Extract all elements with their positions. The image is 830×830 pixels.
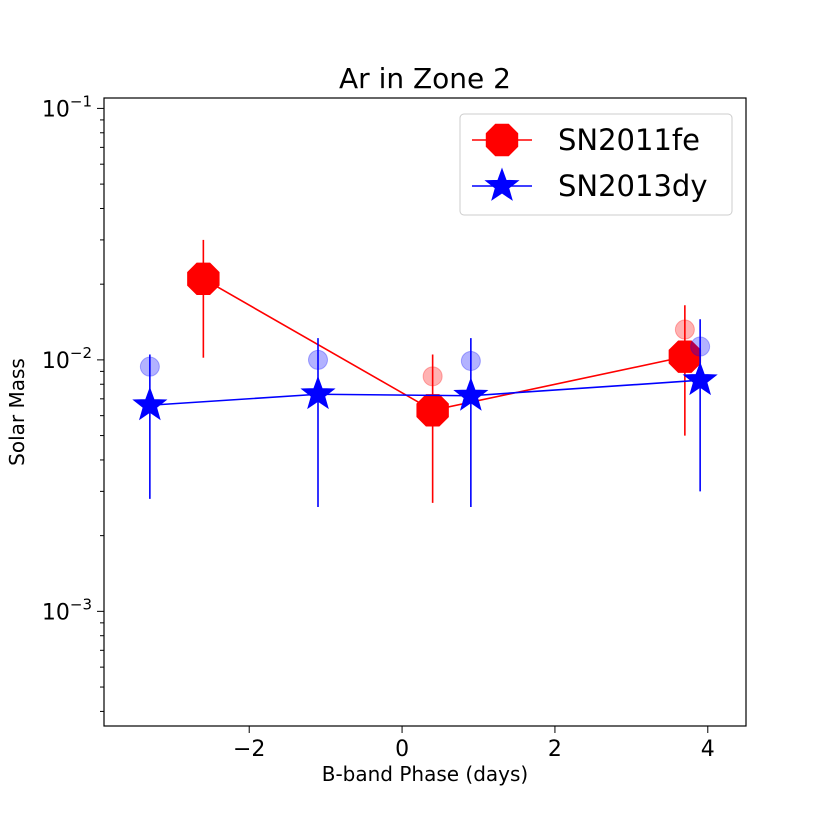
legend-item-sn2013dy: SN2013dy xyxy=(472,167,707,203)
series-sn2011fe xyxy=(187,239,702,503)
y-axis-ticks: 10−1 10−2 10−3 xyxy=(42,92,104,712)
data-point xyxy=(300,375,336,410)
data-point xyxy=(187,262,220,296)
y-tick-label: 10−3 xyxy=(42,595,92,625)
legend: SN2011fe SN2013dy xyxy=(459,113,733,216)
legend-label: SN2013dy xyxy=(558,169,707,203)
data-point xyxy=(416,394,449,427)
x-tick-label: 4 xyxy=(701,737,715,762)
x-axis-ticks: −2 0 2 4 xyxy=(233,726,715,762)
x-tick-label: 2 xyxy=(548,737,562,762)
plot-area xyxy=(132,239,718,507)
data-point xyxy=(682,361,718,396)
legend-item-sn2011fe: SN2011fe xyxy=(472,123,700,157)
legend-marker xyxy=(484,167,520,201)
legend-label: SN2011fe xyxy=(558,123,700,157)
data-point xyxy=(132,386,168,421)
data-point xyxy=(453,377,489,411)
x-tick-label: 0 xyxy=(395,737,409,762)
data-point xyxy=(668,340,702,373)
series-line xyxy=(202,278,686,412)
series-line xyxy=(149,379,701,407)
series-sn2013dy xyxy=(132,319,718,507)
y-tick-label: 10−2 xyxy=(42,344,92,374)
x-axis-title: B-band Phase (days) xyxy=(322,762,529,786)
plot-frame xyxy=(103,97,747,727)
legend-marker xyxy=(485,123,519,157)
x-tick-label: −2 xyxy=(233,737,265,762)
y-axis-title: Solar Mass xyxy=(5,358,29,466)
y-tick-label: 10−1 xyxy=(42,92,92,122)
chart-title: Ar in Zone 2 xyxy=(339,62,511,95)
